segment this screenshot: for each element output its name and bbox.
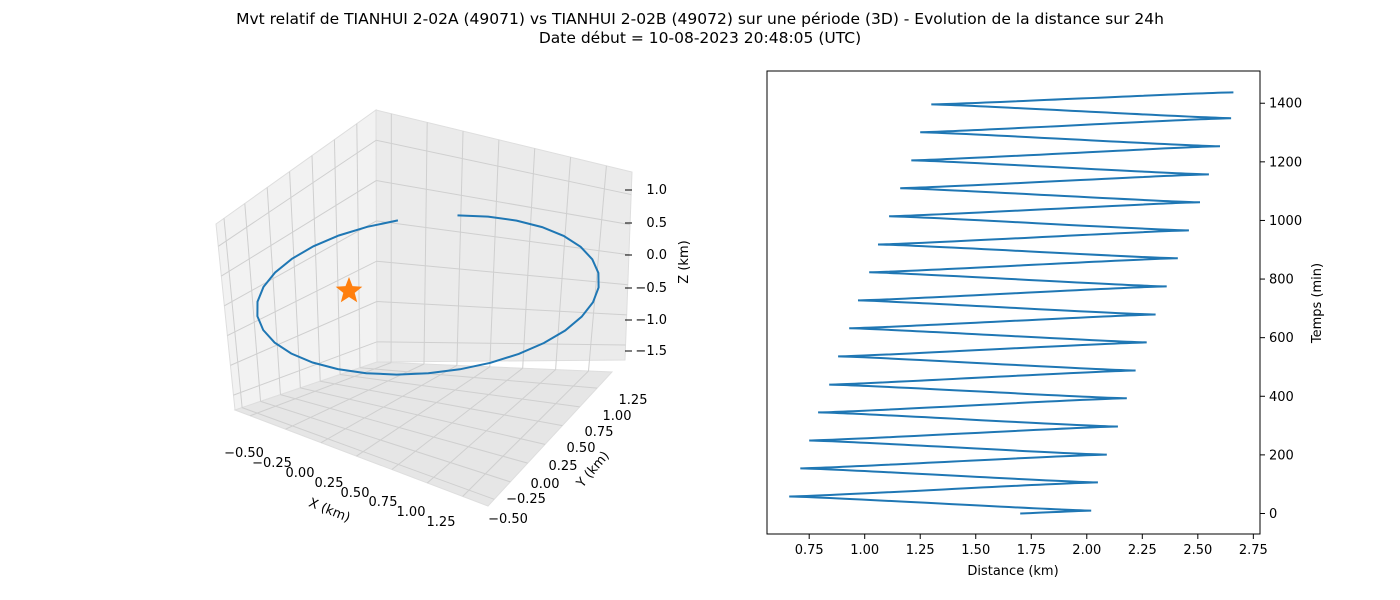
y2-axis-label: Temps (min) [1310, 263, 1325, 344]
grid-line-y [280, 394, 528, 464]
y2-tick-label: 1400 [1269, 97, 1302, 112]
grid-line-y-side [266, 187, 281, 395]
x-tick-label: 0.75 [369, 495, 398, 510]
grid-line-x [391, 367, 524, 470]
y2-tick-label: 1000 [1269, 214, 1302, 229]
z-axis-label: Z (km) [677, 240, 692, 283]
y-tick-label: 0.50 [567, 441, 596, 456]
y-tick-label: 0.25 [549, 459, 578, 474]
grid-line-y [300, 387, 546, 445]
x-tick-label: 0.00 [286, 466, 315, 481]
z-tick-label: −1.0 [635, 313, 667, 328]
grid-line-x [356, 366, 491, 457]
grid-line-y-side [244, 203, 262, 402]
grid-line-y [320, 380, 563, 427]
y2-tick-label: 400 [1269, 390, 1294, 405]
z-tick-label: 0.0 [646, 248, 667, 263]
y-tick-label: −0.25 [506, 492, 546, 507]
plot-frame [766, 70, 1261, 535]
grid-line-y-side [289, 171, 301, 388]
y2-tick-label: 1200 [1269, 155, 1302, 170]
pane-back [375, 109, 633, 363]
figure-title: Mvt relatif de TIANHUI 2-02A (49071) vs … [0, 10, 1400, 48]
x-tick-label: 0.50 [341, 486, 370, 501]
x-tick-label: 1.25 [427, 515, 456, 530]
grid-line-y [359, 367, 598, 389]
grid-line-x-back [489, 139, 500, 367]
pane-left [215, 109, 378, 411]
reference-star-marker [335, 277, 363, 303]
grid-line-z [227, 260, 628, 337]
x2-tick-label: 0.75 [795, 543, 824, 558]
x2-tick-label: 1.00 [850, 543, 879, 558]
x2-tick-label: 2.75 [1239, 543, 1268, 558]
grid-line-z [230, 301, 627, 366]
grid-line-y [241, 407, 495, 500]
grid-line-x [462, 370, 589, 497]
grid-line-x-back [456, 131, 464, 366]
x-tick-label: 0.25 [315, 476, 344, 491]
x2-tick-label: 2.50 [1183, 543, 1212, 558]
y-tick-label: −0.50 [488, 512, 528, 527]
x2-tick-label: 2.00 [1072, 543, 1101, 558]
grid-line-z [224, 220, 629, 307]
x-tick-label: −0.50 [224, 446, 264, 461]
plot-2d: 0.75 1.00 1.25 1.50 1.75 2.00 2.25 2.50 2.75 0 200… [766, 70, 1325, 579]
z-tick-label: −1.5 [635, 344, 667, 359]
title-line-1: Mvt relatif de TIANHUI 2-02A (49071) vs … [236, 10, 1164, 28]
x2-tick-label: 1.50 [961, 543, 990, 558]
title-line-2: Date début = 10-08-2023 20:48:05 (UTC) [538, 29, 862, 47]
ticks-3d: −0.50−0.250.000.250.500.751.001.25 −0.50−… [224, 183, 667, 530]
y2-tick-label: 200 [1269, 448, 1294, 463]
grid-3d [218, 113, 632, 500]
relative-orbit-line [256, 214, 600, 376]
grid-line-y [340, 373, 580, 408]
grid-line-y-side [311, 155, 321, 382]
grid-line-y-side [223, 218, 243, 408]
grid-line-z [221, 180, 631, 277]
y-tick-label: 0.75 [585, 425, 614, 440]
y2-tick-label: 800 [1269, 273, 1294, 288]
grid-line-x [250, 362, 392, 417]
x2-tick-label: 2.25 [1128, 543, 1157, 558]
grid-line-y-side [356, 123, 361, 368]
x2-tick-label: 1.75 [1017, 543, 1046, 558]
y-tick-label: 1.25 [619, 393, 648, 408]
grid-line-x [320, 364, 458, 444]
z-tick-label: 0.5 [646, 216, 667, 231]
grid-line-x [426, 369, 556, 484]
y-tick-label: 0.00 [531, 477, 560, 492]
distance-line [789, 91, 1234, 515]
y2-tick-label: 600 [1269, 331, 1294, 346]
ticks-2d: 0.75 1.00 1.25 1.50 1.75 2.00 2.25 2.50 2.75 0 200… [795, 97, 1302, 558]
x-tick-label: 1.00 [397, 505, 426, 520]
plot-3d: −0.50−0.250.000.250.500.751.001.25 −0.50−… [215, 109, 692, 530]
grid-line-z [218, 139, 632, 247]
grid-line-x-back [522, 148, 536, 369]
grid-line-x-back [423, 122, 428, 365]
x2-axis-label: Distance (km) [967, 564, 1058, 579]
x-tick-label: −0.25 [252, 456, 292, 471]
z-tick-label: −0.5 [635, 281, 667, 296]
x2-tick-label: 1.25 [906, 543, 935, 558]
grid-line-y-side [333, 139, 341, 375]
y-tick-label: 1.00 [603, 409, 632, 424]
y2-tick-label: 0 [1269, 507, 1277, 522]
grid-line-y [260, 400, 511, 483]
z-tick-label: 1.0 [646, 183, 667, 198]
grid-line-x-back [588, 165, 607, 372]
